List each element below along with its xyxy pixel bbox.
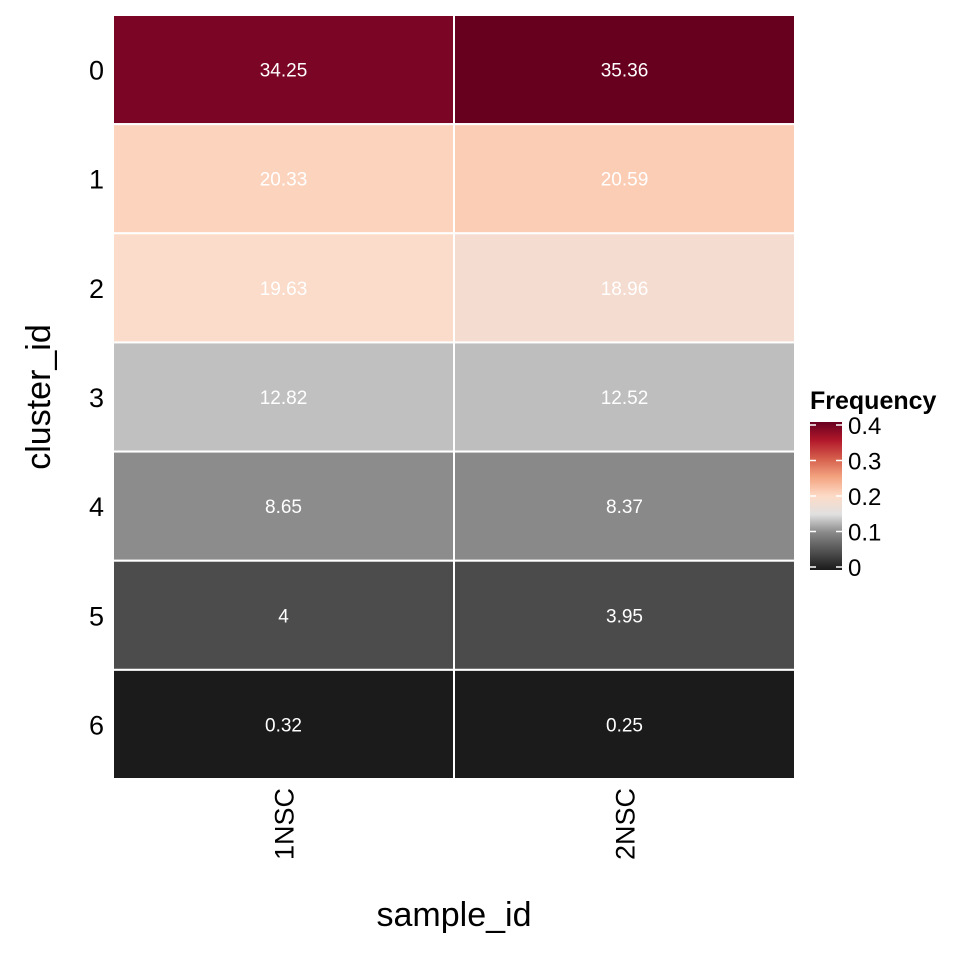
- cell-value-label: 19.63: [260, 279, 308, 300]
- heatmap-cells: [112, 14, 796, 780]
- y-axis-title: cluster_id: [20, 324, 58, 470]
- y-tick-label: 4: [89, 492, 104, 522]
- cell-value-label: 18.96: [601, 279, 649, 300]
- y-tick-label: 5: [89, 601, 104, 631]
- y-tick-label: 2: [89, 274, 104, 304]
- cell-value-label: 20.59: [601, 170, 649, 191]
- cell-value-label: 35.36: [601, 61, 649, 82]
- heatmap-cell: [453, 559, 796, 671]
- cell-value-label: 3.95: [606, 606, 643, 627]
- cell-value-label: 0.32: [265, 715, 302, 736]
- legend-tick-label: 0.1: [848, 520, 881, 547]
- legend-title: Frequency: [810, 387, 937, 415]
- heatmap-cell: [112, 668, 455, 780]
- legend-tick-label: 0: [848, 555, 861, 582]
- y-tick-label: 6: [89, 710, 104, 740]
- cell-value-label: 20.33: [260, 170, 308, 191]
- heatmap-cell: [112, 123, 455, 235]
- y-tick-label: 1: [89, 165, 104, 195]
- cell-value-label: 12.52: [601, 388, 649, 409]
- legend-tick-label: 0.4: [848, 413, 881, 440]
- heatmap-cell: [453, 232, 796, 344]
- y-tick-label: 3: [89, 383, 104, 413]
- x-tick-label: 1NSC: [270, 788, 300, 860]
- heatmap-cell: [112, 14, 455, 126]
- heatmap-cell: [453, 123, 796, 235]
- heatmap-cell: [453, 668, 796, 780]
- heatmap-cell: [453, 14, 796, 126]
- cell-value-label: 12.82: [260, 388, 308, 409]
- cell-value-label: 0.25: [606, 715, 643, 736]
- cell-value-label: 4: [278, 606, 289, 627]
- y-tick-label: 0: [89, 56, 104, 86]
- cell-value-label: 34.25: [260, 61, 308, 82]
- cell-value-label: 8.37: [606, 497, 643, 518]
- x-tick-label: 2NSC: [611, 788, 641, 860]
- legend-tick-label: 0.3: [848, 449, 881, 476]
- y-axis-ticks: 0 1 2 3 4 5 6: [89, 56, 104, 741]
- x-axis-title: sample_id: [377, 896, 532, 934]
- cell-value-label: 8.65: [265, 497, 302, 518]
- heatmap-cell: [112, 232, 455, 344]
- heatmap-cell: [453, 341, 796, 453]
- legend-ticks: 0 0.1 0.2 0.3 0.4: [810, 413, 881, 582]
- legend: Frequency 0 0.1 0.2 0.3 0.4: [810, 387, 937, 582]
- x-axis-ticks: 1NSC 2NSC: [270, 788, 641, 860]
- legend-tick-label: 0.2: [848, 484, 881, 511]
- heatmap-cell: [453, 450, 796, 562]
- heatmap-cell-labels: 34.25 35.36 20.33 20.59 19.63 18.96 12.82 12.52…: [260, 61, 649, 737]
